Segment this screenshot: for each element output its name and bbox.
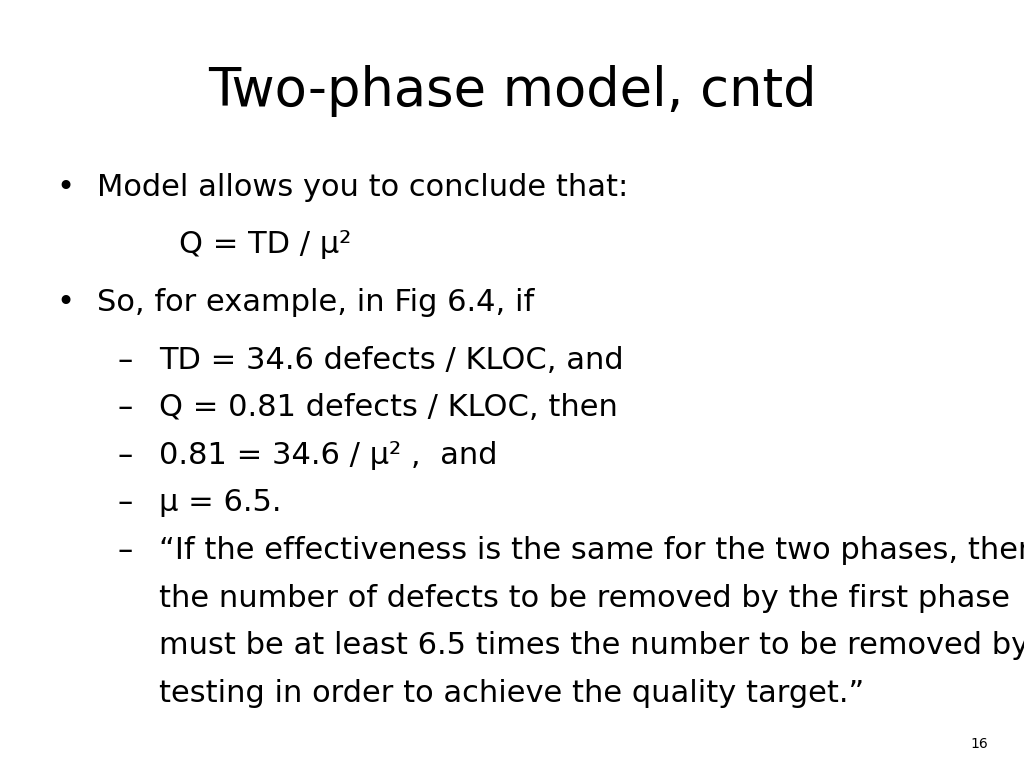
Text: –: – [118, 488, 133, 518]
Text: –: – [118, 346, 133, 375]
Text: μ = 6.5.: μ = 6.5. [159, 488, 282, 518]
Text: “If the effectiveness is the same for the two phases, then: “If the effectiveness is the same for th… [159, 536, 1024, 565]
Text: Model allows you to conclude that:: Model allows you to conclude that: [97, 173, 629, 202]
Text: Q = TD / μ²: Q = TD / μ² [179, 230, 351, 260]
Text: 0.81 = 34.6 / μ² ,  and: 0.81 = 34.6 / μ² , and [159, 441, 498, 470]
Text: –: – [118, 393, 133, 422]
Text: Two-phase model, cntd: Two-phase model, cntd [208, 65, 816, 118]
Text: –: – [118, 441, 133, 470]
Text: So, for example, in Fig 6.4, if: So, for example, in Fig 6.4, if [97, 288, 535, 317]
Text: TD = 34.6 defects / KLOC, and: TD = 34.6 defects / KLOC, and [159, 346, 624, 375]
Text: 16: 16 [971, 737, 988, 751]
Text: •: • [56, 173, 75, 202]
Text: testing in order to achieve the quality target.”: testing in order to achieve the quality … [159, 679, 864, 708]
Text: –: – [118, 536, 133, 565]
Text: the number of defects to be removed by the first phase: the number of defects to be removed by t… [159, 584, 1010, 613]
Text: •: • [56, 288, 75, 317]
Text: must be at least 6.5 times the number to be removed by: must be at least 6.5 times the number to… [159, 631, 1024, 660]
Text: Q = 0.81 defects / KLOC, then: Q = 0.81 defects / KLOC, then [159, 393, 617, 422]
